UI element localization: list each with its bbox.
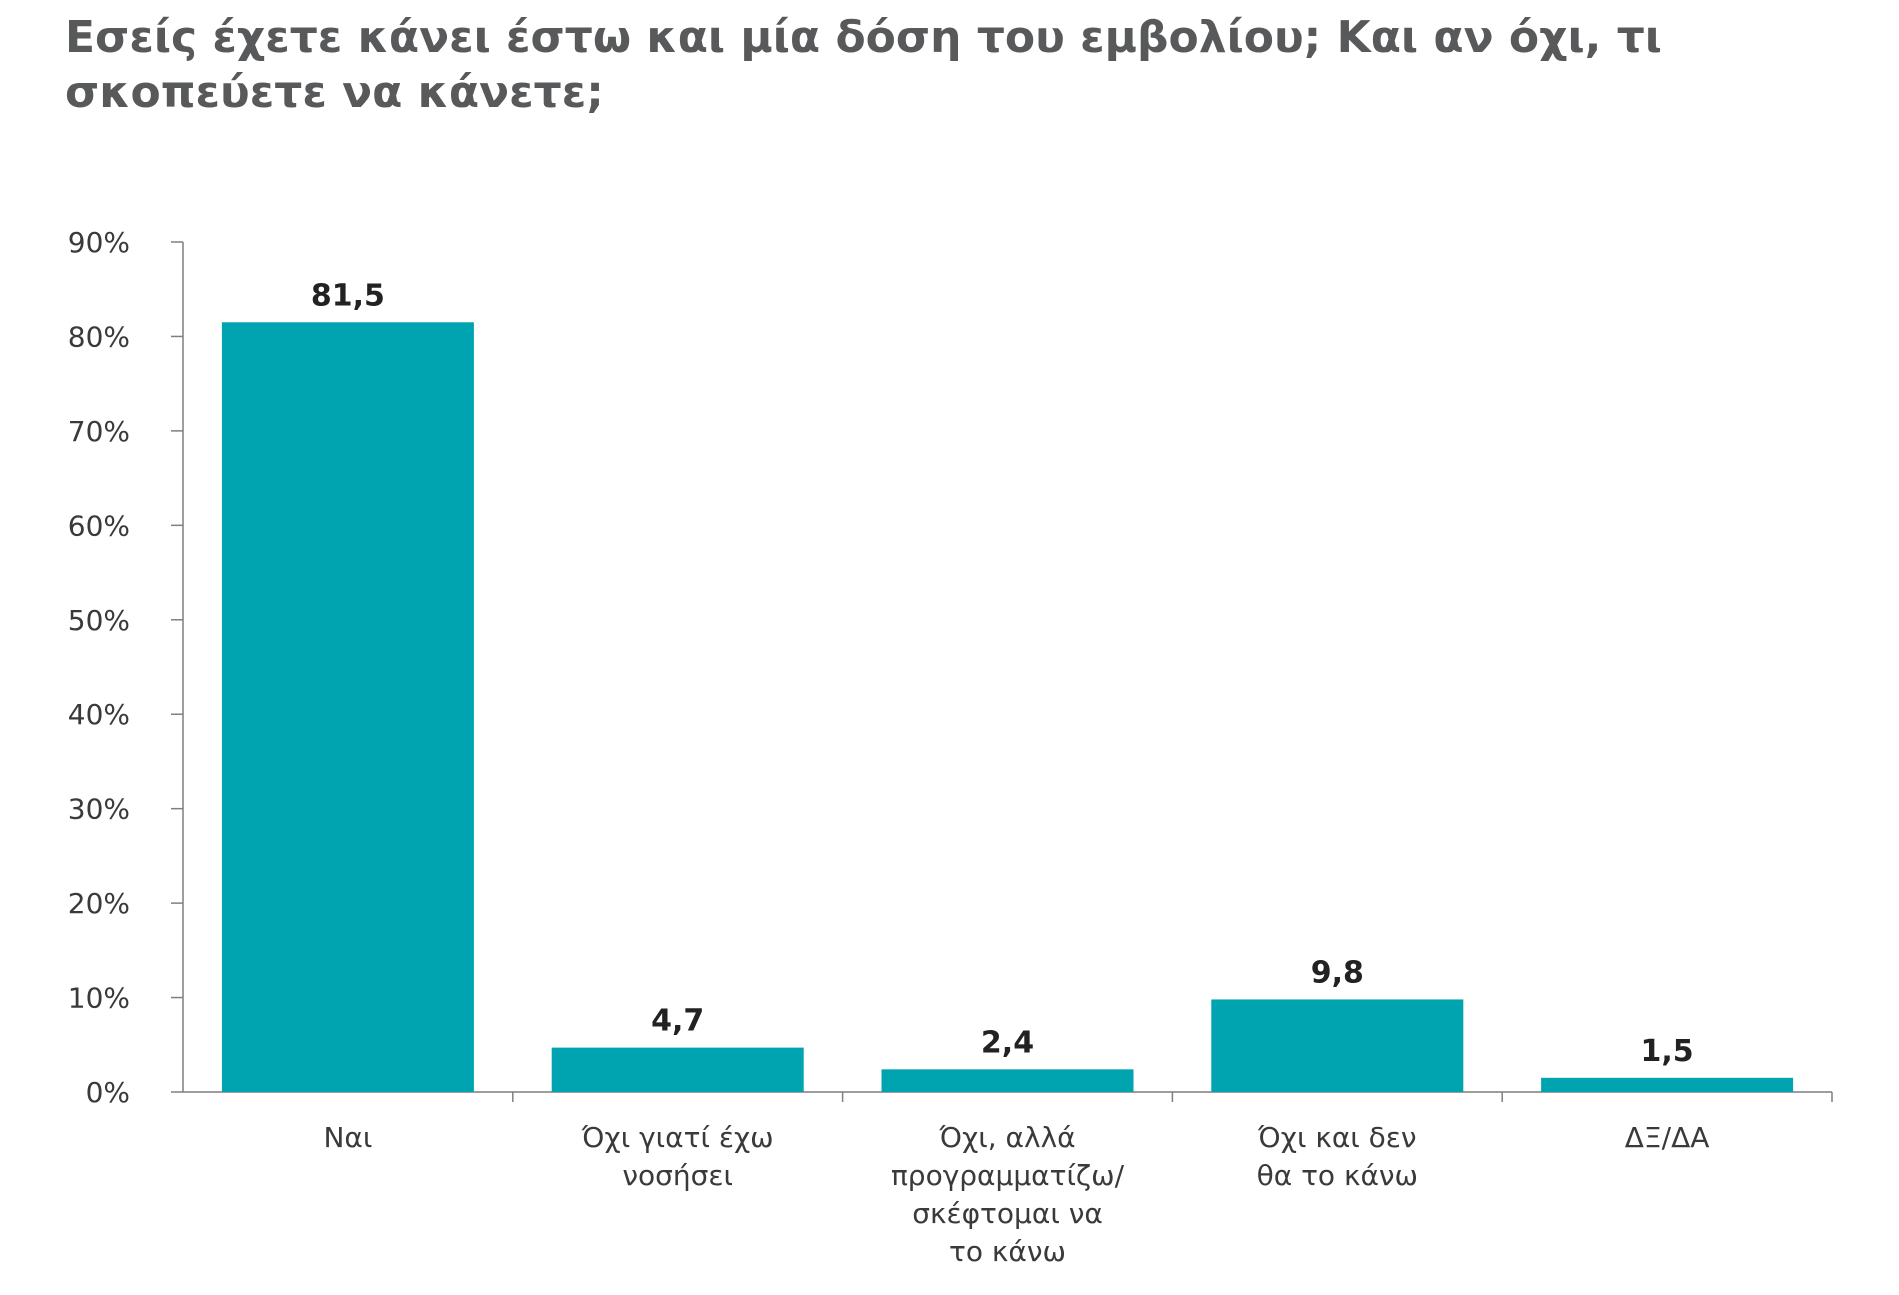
y-tick-label: 60%: [68, 509, 130, 542]
x-axis: [183, 1091, 1833, 1102]
bar: [551, 1047, 804, 1092]
y-tick-label: 30%: [68, 793, 130, 826]
bar: [1211, 999, 1464, 1092]
x-category-label: Ναι: [323, 1121, 372, 1154]
chart-title: Εσείς έχετε κάνει έστω και μία δόση του …: [65, 12, 1662, 118]
x-category-label-line: Όχι και δεν: [1257, 1121, 1417, 1154]
x-category-label-line: προγραμματίζω/: [891, 1159, 1125, 1192]
y-axis: 0% 10% 20% 30% 40% 50% 60% 70% 80% 90%: [68, 226, 184, 1109]
data-label: 1,5: [1641, 1034, 1694, 1069]
x-category-label-line: Ναι: [323, 1121, 372, 1154]
category-labels: Ναι Όχι γιατί έχω νοσήσει Όχι, αλλά προγραμμ…: [323, 1121, 1709, 1268]
y-tick-label: 10%: [68, 982, 130, 1015]
x-category-label-line: νοσήσει: [622, 1159, 733, 1192]
y-tick-label: 20%: [68, 887, 130, 920]
y-tick-label: 50%: [68, 604, 130, 637]
x-category-label-line: θα το κάνω: [1257, 1159, 1418, 1192]
x-category-label-line: σκέφτομαι να: [912, 1197, 1103, 1230]
bar: [1541, 1077, 1794, 1092]
data-label: 4,7: [651, 1004, 704, 1039]
x-category-label-line: Όχι γιατί έχω: [581, 1121, 774, 1154]
data-label: 9,8: [1311, 955, 1364, 990]
value-labels: 81,5 4,7 2,4 9,8 1,5: [311, 278, 1694, 1069]
y-tick-label: 40%: [68, 698, 130, 731]
y-tick-label: 80%: [68, 320, 130, 353]
x-category-label: Όχι γιατί έχω νοσήσει: [581, 1121, 774, 1192]
y-tick-label: 70%: [68, 415, 130, 448]
data-label: 81,5: [311, 278, 385, 313]
bar: [221, 322, 474, 1092]
bar: [881, 1069, 1134, 1092]
x-category-label-line: Όχι, αλλά: [938, 1121, 1075, 1154]
bars: [221, 322, 1794, 1092]
x-category-label: Όχι, αλλά προγραμματίζω/σκέφτομαι να το κά…: [891, 1121, 1125, 1268]
x-category-label: ΔΞ/ΔΑ: [1625, 1121, 1710, 1154]
x-category-label: Όχι και δεν θα το κάνω: [1257, 1121, 1418, 1192]
data-label: 2,4: [981, 1025, 1034, 1060]
y-tick-label: 0%: [86, 1076, 130, 1109]
y-tick-label: 90%: [68, 226, 130, 259]
x-category-label-line: ΔΞ/ΔΑ: [1625, 1121, 1710, 1154]
x-category-label-line: το κάνω: [949, 1235, 1066, 1268]
